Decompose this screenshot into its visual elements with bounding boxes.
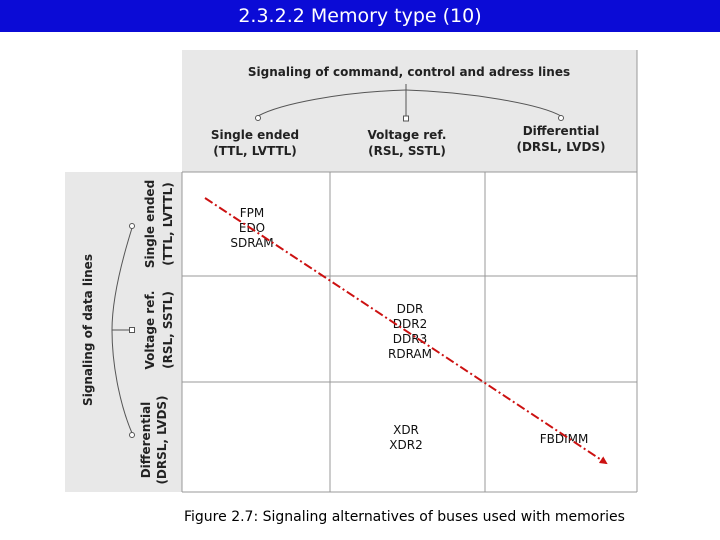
top-header-panel: [182, 50, 637, 172]
row-node-single-ended: [129, 223, 135, 229]
side-tree: [111, 227, 133, 434]
col-node-voltage-ref: [403, 115, 409, 122]
col-node-single-ended: [255, 115, 261, 121]
cell-r0c0-line3: SDRAM: [230, 236, 273, 250]
col-header-2-line2: (DRSL, LVDS): [516, 140, 605, 154]
cell-r1c1-line3: DDR3: [393, 332, 427, 346]
cell-r1c1-line4: RDRAM: [388, 347, 432, 361]
side-header-label: Signaling of data lines: [81, 254, 95, 406]
cell-r2c1-line1: XDR: [393, 423, 419, 437]
col-header-1-line1: Voltage ref.: [368, 128, 447, 142]
row-header-2-line2: (DRSL, LVDS): [155, 395, 169, 484]
col-node-differential: [558, 115, 564, 121]
cell-r0c0-line1: FPM: [240, 206, 265, 220]
row-node-differential: [129, 432, 135, 438]
row-header-0-line2: (TTL, LVTTL): [161, 182, 175, 266]
slide-title: 2.3.2.2 Memory type (10): [0, 0, 720, 32]
col-header-0-line1: Single ended: [211, 128, 299, 142]
cell-r2c1-line2: XDR2: [389, 438, 422, 452]
row-header-0-line1: Single ended: [143, 180, 157, 268]
row-header-2-line1: Differential: [139, 402, 153, 479]
figure-caption: Figure 2.7: Signaling alternatives of bu…: [184, 509, 625, 525]
cell-r1c1-line1: DDR: [397, 302, 424, 316]
row-node-voltage-ref: [129, 327, 135, 333]
trend-arrow: [204, 197, 608, 465]
col-header-2-line1: Differential: [523, 124, 600, 138]
cell-r1c1-line2: DDR2: [393, 317, 427, 331]
col-header-0-line2: (TTL, LVTTL): [213, 144, 297, 158]
row-header-1-line2: (RSL, SSTL): [161, 291, 175, 369]
top-tree: [257, 84, 562, 117]
row-header-1-line1: Voltage ref.: [143, 291, 157, 370]
matrix-grid: [181, 50, 638, 493]
top-header-label: Signaling of command, control and adress…: [248, 65, 570, 79]
side-header-panel: [65, 172, 182, 492]
col-header-1-line2: (RSL, SSTL): [368, 144, 446, 158]
